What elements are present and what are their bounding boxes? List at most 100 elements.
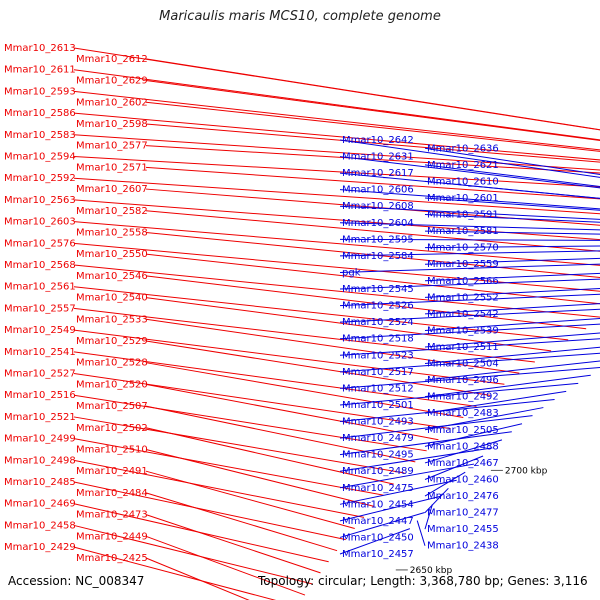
forward-gene-label[interactable]: Mmar10_2568 xyxy=(4,260,76,271)
reverse-gene-label[interactable]: Mmar10_2570 xyxy=(427,243,499,254)
forward-gene-label[interactable]: Mmar10_2510 xyxy=(76,444,148,455)
reverse-gene-label[interactable]: Mmar10_2450 xyxy=(342,532,414,543)
forward-gene-label[interactable]: Mmar10_2469 xyxy=(4,499,76,510)
reverse-gene-label[interactable]: Mmar10_2460 xyxy=(427,474,499,485)
forward-gene-label[interactable]: Mmar10_2629 xyxy=(76,76,148,87)
forward-gene-label[interactable]: Mmar10_2598 xyxy=(76,119,148,130)
forward-gene-label[interactable]: Mmar10_2613 xyxy=(4,43,76,54)
reverse-gene-label[interactable]: Mmar10_2539 xyxy=(427,325,499,336)
reverse-gene-label[interactable]: Mmar10_2479 xyxy=(342,433,414,444)
reverse-gene-label[interactable]: Mmar10_2617 xyxy=(342,168,414,179)
reverse-gene-label[interactable]: Mmar10_2501 xyxy=(342,400,414,411)
reverse-gene-label[interactable]: Mmar10_2523 xyxy=(342,350,414,361)
reverse-gene-label[interactable]: Mmar10_2496 xyxy=(427,375,499,386)
reverse-gene-label[interactable]: Mmar10_2621 xyxy=(427,160,499,171)
reverse-gene-label[interactable]: Mmar10_2518 xyxy=(342,334,414,345)
reverse-gene-label[interactable]: Mmar10_2475 xyxy=(342,483,414,494)
forward-gene-label[interactable]: Mmar10_2607 xyxy=(76,184,148,195)
forward-gene-label[interactable]: Mmar10_2558 xyxy=(76,227,148,238)
reverse-gene-label[interactable]: Mmar10_2636 xyxy=(427,143,499,154)
forward-gene-label[interactable]: Mmar10_2583 xyxy=(4,130,76,141)
reverse-gene-label[interactable]: Mmar10_2566 xyxy=(427,276,499,287)
reverse-gene-label[interactable]: Mmar10_2477 xyxy=(427,508,499,519)
reverse-gene-label[interactable]: Mmar10_2601 xyxy=(427,193,499,204)
reverse-gene-label[interactable]: Mmar10_2504 xyxy=(427,359,499,370)
reverse-gene-label[interactable]: Mmar10_2584 xyxy=(342,251,414,262)
forward-gene-label[interactable]: Mmar10_2594 xyxy=(4,152,76,163)
reverse-gene-label[interactable]: pgk xyxy=(342,267,361,278)
forward-gene-label[interactable]: Mmar10_2582 xyxy=(76,206,148,217)
reverse-gene-label[interactable]: Mmar10_2595 xyxy=(342,234,414,245)
reverse-gene-label[interactable]: Mmar10_2505 xyxy=(427,425,499,436)
forward-gene-label[interactable]: Mmar10_2603 xyxy=(4,217,76,228)
reverse-gene-label[interactable]: Mmar10_2511 xyxy=(427,342,499,353)
forward-gene-label[interactable]: Mmar10_2561 xyxy=(4,282,76,293)
forward-gene-label[interactable]: Mmar10_2533 xyxy=(76,314,148,325)
forward-gene-label[interactable]: Mmar10_2520 xyxy=(76,379,148,390)
forward-gene-label[interactable]: Mmar10_2571 xyxy=(76,162,148,173)
reverse-gene-label[interactable]: Mmar10_2488 xyxy=(427,441,499,452)
reverse-gene-label[interactable]: Mmar10_2512 xyxy=(342,383,414,394)
reverse-gene-label[interactable]: Mmar10_2476 xyxy=(427,491,499,502)
forward-gene-label[interactable]: Mmar10_2593 xyxy=(4,86,76,97)
reverse-gene-label[interactable]: Mmar10_2467 xyxy=(427,458,499,469)
forward-gene-label[interactable]: Mmar10_2507 xyxy=(76,401,148,412)
reverse-gene-label[interactable]: Mmar10_2591 xyxy=(427,210,499,221)
reverse-gene-label[interactable]: Mmar10_2457 xyxy=(342,549,414,560)
forward-gene-label[interactable]: Mmar10_2499 xyxy=(4,434,76,445)
reverse-gene-label[interactable]: Mmar10_2581 xyxy=(427,226,499,237)
reverse-gene-label[interactable]: Mmar10_2454 xyxy=(342,499,414,510)
reverse-gene-label[interactable]: Mmar10_2526 xyxy=(342,301,414,312)
forward-gene-label[interactable]: Mmar10_2521 xyxy=(4,412,76,423)
forward-gene-label[interactable]: Mmar10_2546 xyxy=(76,271,148,282)
reverse-gene-label[interactable]: Mmar10_2493 xyxy=(342,417,414,428)
forward-gene-label[interactable]: Mmar10_2485 xyxy=(4,477,76,488)
forward-gene-label[interactable]: Mmar10_2602 xyxy=(76,97,148,108)
reverse-gene-label[interactable]: Mmar10_2495 xyxy=(342,450,414,461)
forward-gene-label[interactable]: Mmar10_2529 xyxy=(76,336,148,347)
forward-leader-line xyxy=(73,242,600,292)
reverse-gene-label[interactable]: Mmar10_2447 xyxy=(342,516,414,527)
forward-gene-label[interactable]: Mmar10_2473 xyxy=(76,510,148,521)
forward-gene-label[interactable]: Mmar10_2528 xyxy=(76,358,148,369)
reverse-gene-label[interactable]: Mmar10_2642 xyxy=(342,135,414,146)
forward-gene-label[interactable]: Mmar10_2563 xyxy=(4,195,76,206)
forward-gene-label[interactable]: Mmar10_2429 xyxy=(4,542,76,553)
forward-gene-label[interactable]: Mmar10_2502 xyxy=(76,423,148,434)
reverse-gene-label[interactable]: Mmar10_2610 xyxy=(427,176,499,187)
reverse-gene-label[interactable]: Mmar10_2492 xyxy=(427,392,499,403)
forward-gene-label[interactable]: Mmar10_2550 xyxy=(76,249,148,260)
reverse-gene-label[interactable]: Mmar10_2545 xyxy=(342,284,414,295)
forward-gene-label[interactable]: Mmar10_2541 xyxy=(4,347,76,358)
forward-gene-label[interactable]: Mmar10_2586 xyxy=(4,108,76,119)
forward-gene-label[interactable]: Mmar10_2449 xyxy=(76,531,148,542)
forward-gene-label[interactable]: Mmar10_2484 xyxy=(76,488,148,499)
reverse-gene-label[interactable]: Mmar10_2552 xyxy=(427,292,499,303)
reverse-gene-label[interactable]: Mmar10_2542 xyxy=(427,309,499,320)
reverse-gene-label[interactable]: Mmar10_2455 xyxy=(427,524,499,535)
reverse-gene-label[interactable]: Mmar10_2608 xyxy=(342,201,414,212)
forward-gene-label[interactable]: Mmar10_2611 xyxy=(4,65,76,76)
forward-gene-label[interactable]: Mmar10_2577 xyxy=(76,141,148,152)
forward-gene-label[interactable]: Mmar10_2612 xyxy=(76,54,148,65)
reverse-gene-label[interactable]: Mmar10_2606 xyxy=(342,185,414,196)
forward-gene-label[interactable]: Mmar10_2527 xyxy=(4,369,76,380)
reverse-gene-label[interactable]: Mmar10_2517 xyxy=(342,367,414,378)
forward-gene-label[interactable]: Mmar10_2425 xyxy=(76,553,148,564)
forward-gene-label[interactable]: Mmar10_2592 xyxy=(4,173,76,184)
forward-gene-label[interactable]: Mmar10_2491 xyxy=(76,466,148,477)
forward-gene-label[interactable]: Mmar10_2540 xyxy=(76,293,148,304)
reverse-gene-label[interactable]: Mmar10_2559 xyxy=(427,259,499,270)
reverse-gene-label[interactable]: Mmar10_2604 xyxy=(342,218,414,229)
forward-gene-label[interactable]: Mmar10_2516 xyxy=(4,390,76,401)
reverse-gene-label[interactable]: Mmar10_2631 xyxy=(342,152,414,163)
forward-gene-label[interactable]: Mmar10_2458 xyxy=(4,520,76,531)
reverse-gene-label[interactable]: Mmar10_2483 xyxy=(427,408,499,419)
forward-gene-label[interactable]: Mmar10_2576 xyxy=(4,238,76,249)
forward-gene-label[interactable]: Mmar10_2557 xyxy=(4,303,76,314)
reverse-gene-label[interactable]: Mmar10_2524 xyxy=(342,317,414,328)
forward-gene-label[interactable]: Mmar10_2498 xyxy=(4,455,76,466)
reverse-gene-label[interactable]: Mmar10_2438 xyxy=(427,541,499,552)
forward-gene-label[interactable]: Mmar10_2549 xyxy=(4,325,76,336)
reverse-gene-label[interactable]: Mmar10_2489 xyxy=(342,466,414,477)
